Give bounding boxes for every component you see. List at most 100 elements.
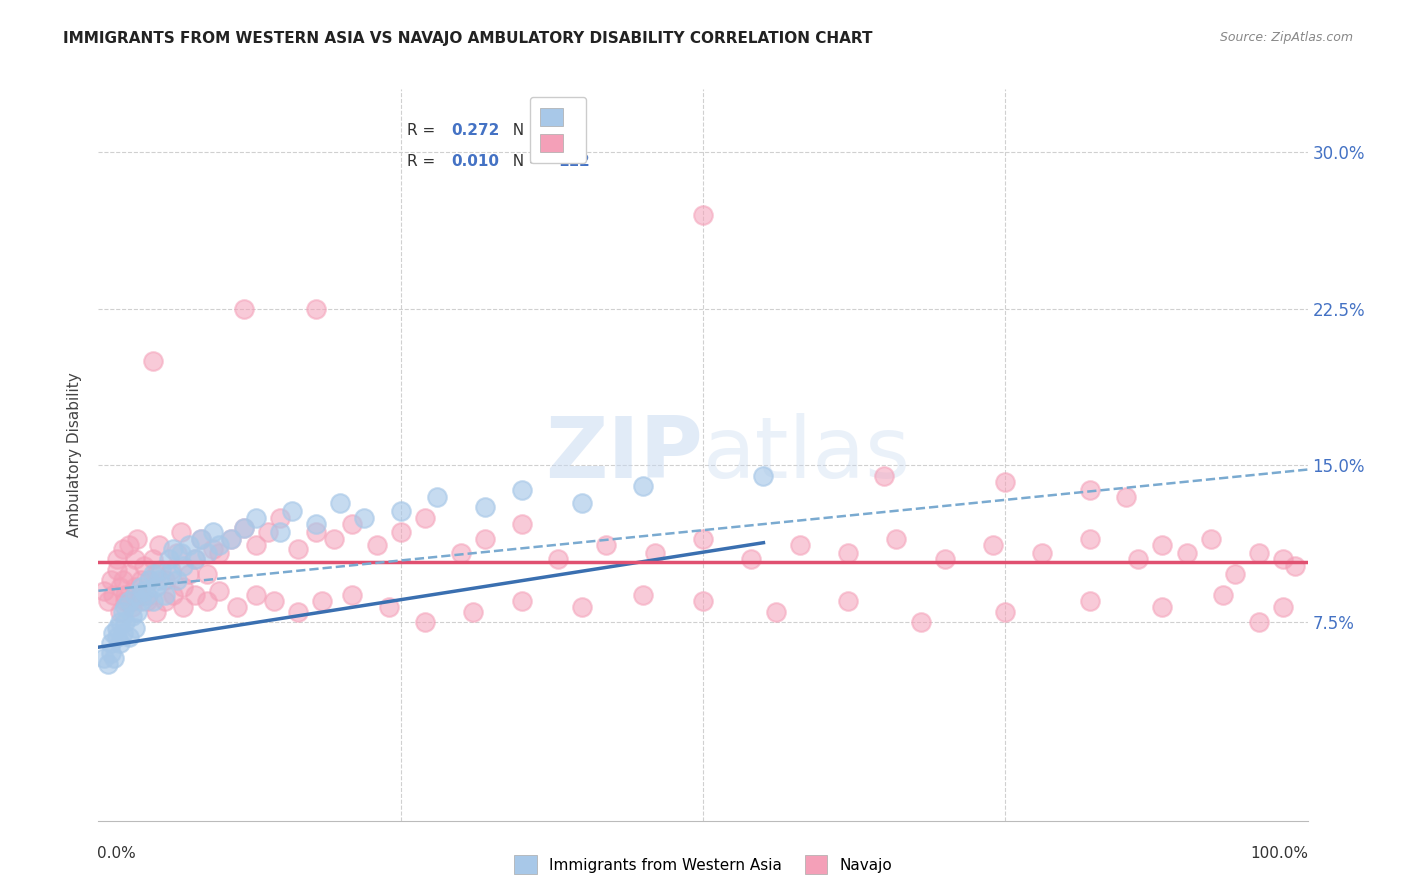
Point [232,521,254,535]
Point [571,496,593,510]
Point [129,588,152,602]
Point [138,574,160,588]
Point [1115,490,1137,504]
Point [108,615,131,629]
Point [692,594,714,608]
Point [752,468,775,483]
Point [100,574,122,588]
Point [129,580,152,594]
Point [105,630,128,644]
Point [153,588,176,602]
Point [1272,600,1295,615]
Point [135,594,157,608]
Point [202,525,225,540]
Text: 0.272: 0.272 [451,122,501,137]
Point [124,580,146,594]
Point [127,605,149,619]
Point [142,552,165,566]
Point [93,583,115,598]
Point [1175,546,1198,560]
Point [184,552,207,566]
Point [162,588,184,602]
Point [287,541,309,556]
Point [510,516,533,531]
Point [329,496,352,510]
Point [166,546,188,560]
Point [474,532,496,546]
Point [138,574,160,588]
Point [172,600,194,615]
Point [644,546,666,560]
Point [474,500,496,515]
Point [124,552,146,566]
Point [111,541,134,556]
Point [97,594,120,608]
Point [195,567,218,582]
Text: 58: 58 [558,122,579,137]
Point [1078,532,1101,546]
Point [118,567,141,582]
Point [208,546,231,560]
Point [389,525,412,540]
Point [103,650,125,665]
Text: IMMIGRANTS FROM WESTERN ASIA VS NAVAJO AMBULATORY DISABILITY CORRELATION CHART: IMMIGRANTS FROM WESTERN ASIA VS NAVAJO A… [63,31,873,46]
Point [886,532,908,546]
Point [245,538,267,552]
Point [129,588,152,602]
Point [413,615,436,629]
Point [114,600,136,615]
Point [1128,552,1150,566]
Point [245,588,267,602]
Text: N =: N = [503,154,547,169]
Point [323,532,346,546]
Point [150,563,173,577]
Point [142,594,165,608]
Point [166,574,188,588]
Point [148,574,170,588]
Point [100,647,122,661]
Point [114,594,136,608]
Point [305,301,328,316]
Point [232,521,254,535]
Point [124,588,146,602]
Point [114,615,136,629]
Point [342,588,364,602]
Point [142,567,165,582]
Point [910,615,932,629]
Point [93,650,115,665]
Text: 100.0%: 100.0% [1251,846,1309,861]
Point [305,525,328,540]
Point [269,510,291,524]
Point [190,532,212,546]
Point [195,546,218,560]
Text: N =: N = [503,122,547,137]
Point [1152,538,1174,552]
Point [1152,600,1174,615]
Point [263,594,285,608]
Point [342,516,364,531]
Legend: Immigrants from Western Asia, Navajo: Immigrants from Western Asia, Navajo [508,849,898,880]
Point [105,563,128,577]
Point [692,208,714,222]
Point [100,636,122,650]
Point [111,605,134,619]
Point [413,510,436,524]
Point [129,594,152,608]
Point [1031,546,1053,560]
Point [142,354,165,368]
Point [377,600,399,615]
Point [184,588,207,602]
Point [97,657,120,671]
Text: ZIP: ZIP [546,413,703,497]
Point [129,574,152,588]
Point [135,588,157,602]
Point [179,567,201,582]
Point [153,594,176,608]
Point [366,538,388,552]
Point [269,525,291,540]
Point [148,538,170,552]
Point [765,605,787,619]
Point [631,588,654,602]
Point [108,605,131,619]
Point [287,605,309,619]
